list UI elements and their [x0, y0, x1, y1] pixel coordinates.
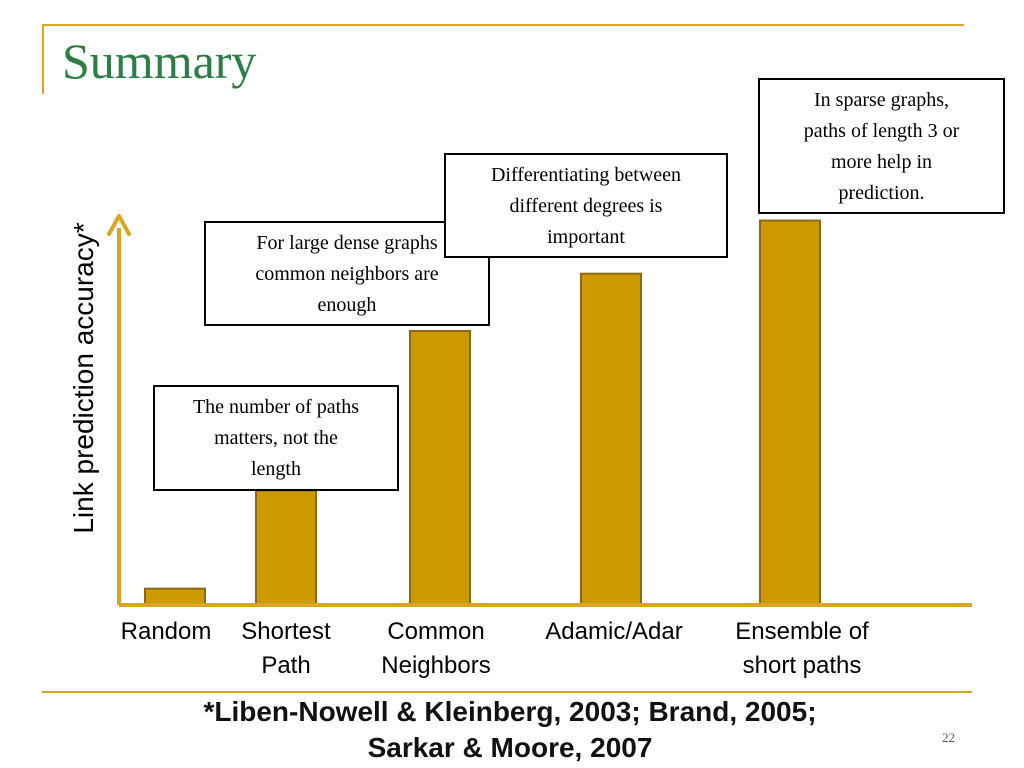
- bar: [144, 587, 206, 607]
- footnote: *Liben-Nowell & Kleinberg, 2003; Brand, …: [100, 694, 920, 766]
- bar-chart: Link prediction accuracy* Random Shortest P…: [68, 78, 1005, 679]
- annotation-box: [204, 221, 490, 326]
- x-tick-label: Adamic/Adar: [545, 618, 682, 645]
- bar: [580, 272, 642, 606]
- annotation-text: The number of paths: [193, 396, 359, 418]
- bar: [409, 329, 471, 606]
- x-tick-label: Shortest: [241, 618, 331, 645]
- x-tick-label: Ensemble of: [735, 618, 869, 645]
- annotation-text: common neighbors are: [255, 263, 438, 285]
- annotation-text: matters, not the: [214, 427, 338, 449]
- y-axis-arrow-icon: [107, 214, 131, 236]
- y-axis-label: Link prediction accuracy*: [68, 222, 99, 533]
- annotation-box: [758, 78, 1005, 214]
- annotation-box: [153, 385, 399, 491]
- annotation-text: enough: [318, 294, 377, 316]
- annotation-text: paths of length 3 or: [804, 120, 960, 142]
- x-tick-label: Common: [387, 618, 484, 645]
- annotation-text: For large dense graphs: [256, 232, 437, 254]
- x-tick-label: short paths: [743, 652, 862, 679]
- annotation-text: In sparse graphs,: [814, 89, 949, 111]
- x-tick-label: Neighbors: [381, 652, 490, 679]
- bar: [759, 219, 821, 606]
- left-frame-rule: [42, 24, 44, 94]
- annotation-text: Differentiating between: [491, 164, 681, 186]
- footer-rule: [42, 691, 972, 693]
- annotation-text: different degrees is: [510, 195, 663, 217]
- x-tick-label: Random: [121, 618, 212, 645]
- annotation-box: [444, 153, 728, 258]
- bar: [255, 489, 317, 607]
- footnote-line-1: *Liben-Nowell & Kleinberg, 2003; Brand, …: [203, 696, 817, 727]
- top-frame-rule: [42, 24, 964, 26]
- annotation-text: prediction.: [838, 182, 924, 204]
- annotation-text: length: [251, 458, 301, 480]
- x-tick-label: Path: [261, 652, 310, 679]
- slide-number: 22: [942, 730, 955, 745]
- annotation-text: important: [547, 226, 625, 248]
- annotation-text: more help in: [831, 151, 932, 173]
- footnote-line-2: Sarkar & Moore, 2007: [367, 732, 653, 763]
- slide-title: Summary: [62, 33, 257, 89]
